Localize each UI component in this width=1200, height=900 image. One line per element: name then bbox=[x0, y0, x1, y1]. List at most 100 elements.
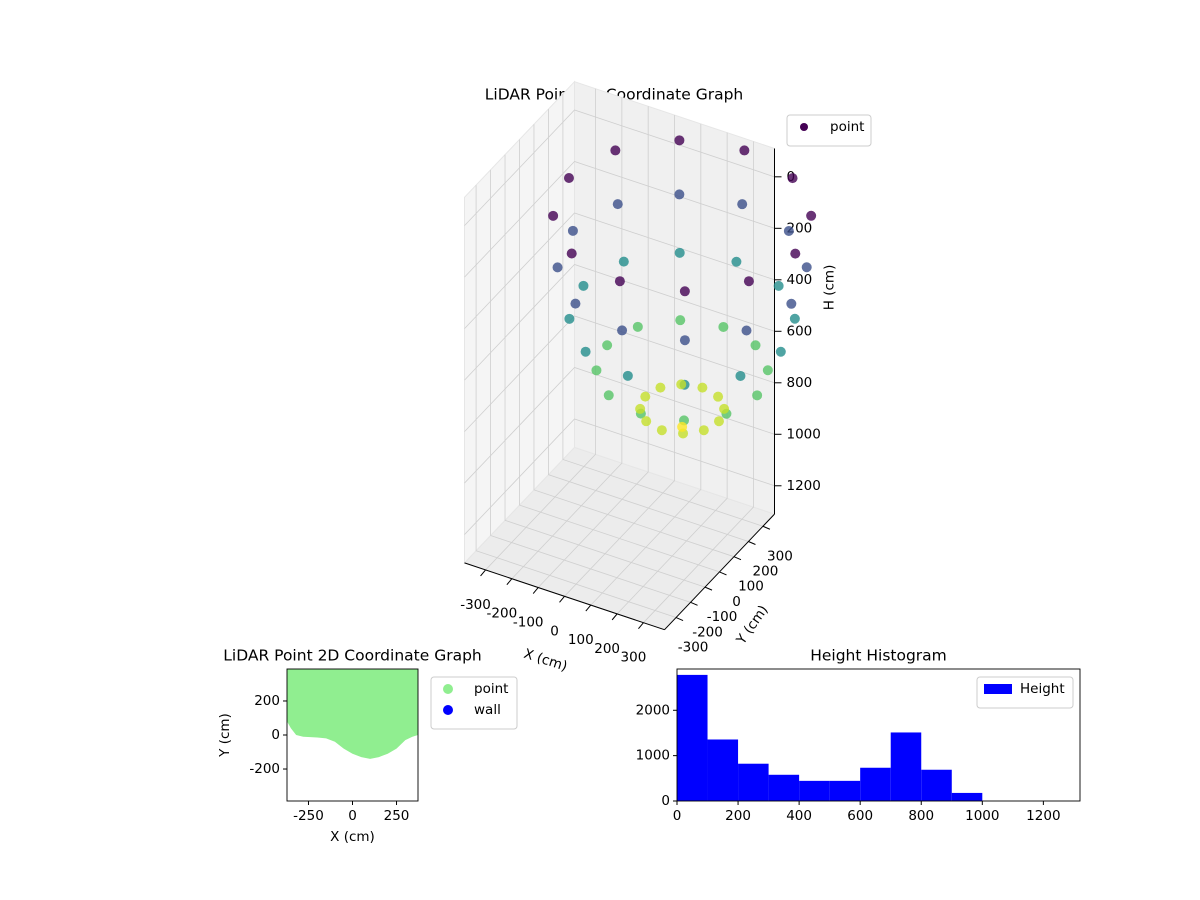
x-tick-label: 800 bbox=[908, 808, 934, 824]
axes-title: LiDAR Point 2D Coordinate Graph bbox=[223, 647, 481, 665]
x-tick-label: 300 bbox=[621, 650, 647, 666]
point bbox=[674, 135, 685, 146]
point bbox=[612, 199, 623, 210]
y-tick-label: 300 bbox=[767, 548, 793, 564]
bar bbox=[890, 732, 922, 801]
x-tick-label: 1200 bbox=[1026, 808, 1060, 824]
point bbox=[641, 416, 652, 427]
x-tick-label: -300 bbox=[460, 597, 491, 613]
x-tick bbox=[638, 622, 644, 629]
axes-frame bbox=[676, 668, 1081, 802]
bar bbox=[707, 739, 739, 801]
point bbox=[713, 391, 724, 402]
point bbox=[622, 370, 633, 381]
bar bbox=[921, 769, 952, 801]
point bbox=[656, 425, 667, 436]
z-tick-label: 1200 bbox=[787, 478, 821, 494]
legend-label: point bbox=[830, 119, 864, 135]
y-tick-label: -200 bbox=[249, 761, 280, 777]
grid-line bbox=[485, 88, 596, 571]
y-tick-label: 2000 bbox=[636, 702, 670, 718]
point bbox=[741, 325, 752, 336]
x-tick-label: 600 bbox=[847, 808, 873, 824]
y-tick-label: -200 bbox=[692, 624, 723, 640]
y-tick-label: 100 bbox=[738, 579, 764, 595]
point bbox=[789, 313, 800, 324]
point bbox=[786, 298, 797, 309]
bar bbox=[951, 792, 983, 801]
y-tick-label: 200 bbox=[254, 693, 280, 709]
grid-line bbox=[562, 93, 764, 527]
bar bbox=[738, 763, 769, 801]
bar bbox=[768, 774, 800, 801]
grid-line bbox=[464, 418, 775, 535]
x-tick-label: 400 bbox=[786, 808, 812, 824]
x-tick bbox=[611, 613, 618, 621]
y-tick bbox=[733, 556, 742, 561]
y-tick bbox=[675, 617, 684, 621]
point bbox=[632, 321, 643, 332]
point bbox=[783, 225, 794, 236]
point bbox=[614, 276, 625, 287]
point bbox=[640, 391, 651, 402]
y-tick-label: 0 bbox=[271, 727, 280, 743]
grid-line bbox=[548, 109, 749, 542]
point bbox=[679, 286, 690, 297]
point bbox=[773, 280, 784, 291]
legend-label: Height bbox=[1020, 681, 1065, 697]
legend-label: wall bbox=[474, 702, 501, 718]
axes-title: Height Histogram bbox=[810, 647, 947, 665]
y-tick-label: 200 bbox=[753, 563, 779, 579]
legend-marker bbox=[443, 684, 453, 694]
grid-line bbox=[464, 212, 775, 329]
x-tick bbox=[585, 604, 592, 612]
grid-line bbox=[643, 141, 754, 623]
point bbox=[674, 247, 685, 258]
point bbox=[675, 315, 686, 326]
point bbox=[697, 382, 708, 393]
grid-line bbox=[564, 115, 675, 597]
point bbox=[739, 145, 750, 156]
x-tick-label: 100 bbox=[568, 632, 594, 648]
point bbox=[610, 145, 621, 156]
y-tick-label: 1000 bbox=[636, 748, 670, 764]
x-tick-label: 200 bbox=[594, 641, 620, 657]
point bbox=[552, 262, 563, 273]
y-axis-label: Y (cm) bbox=[217, 713, 233, 758]
y-tick bbox=[719, 571, 727, 576]
x-tick-label: 0 bbox=[673, 808, 682, 824]
grid-line bbox=[537, 106, 649, 588]
grid-line bbox=[464, 109, 775, 226]
grid-line bbox=[490, 169, 691, 603]
point bbox=[617, 325, 628, 336]
point bbox=[762, 365, 773, 376]
legend-label: point bbox=[474, 681, 508, 697]
point bbox=[743, 276, 754, 287]
point bbox=[674, 189, 685, 200]
z-tick-label: 800 bbox=[787, 375, 813, 391]
point bbox=[731, 256, 742, 267]
x-tick-label: -250 bbox=[293, 808, 324, 824]
grid-line bbox=[519, 139, 720, 573]
y-tick-label: -300 bbox=[678, 640, 709, 656]
grid-line bbox=[464, 315, 775, 432]
grid-line bbox=[590, 123, 702, 606]
point bbox=[567, 225, 578, 236]
point bbox=[564, 313, 575, 324]
z-axis-label: H (cm) bbox=[822, 265, 838, 311]
x-tick-label: 250 bbox=[384, 808, 410, 824]
x-tick bbox=[506, 578, 513, 586]
point bbox=[775, 346, 786, 357]
point bbox=[713, 416, 724, 427]
y-tick-label: 0 bbox=[732, 594, 741, 610]
x-tick-label: 0 bbox=[348, 808, 357, 824]
point bbox=[719, 403, 730, 414]
point bbox=[655, 382, 666, 393]
x-tick-label: 1000 bbox=[965, 808, 999, 824]
bar bbox=[829, 780, 861, 801]
point bbox=[563, 173, 574, 184]
grid-line bbox=[616, 132, 728, 615]
z-tick-label: 1000 bbox=[787, 426, 821, 442]
point bbox=[679, 335, 690, 346]
